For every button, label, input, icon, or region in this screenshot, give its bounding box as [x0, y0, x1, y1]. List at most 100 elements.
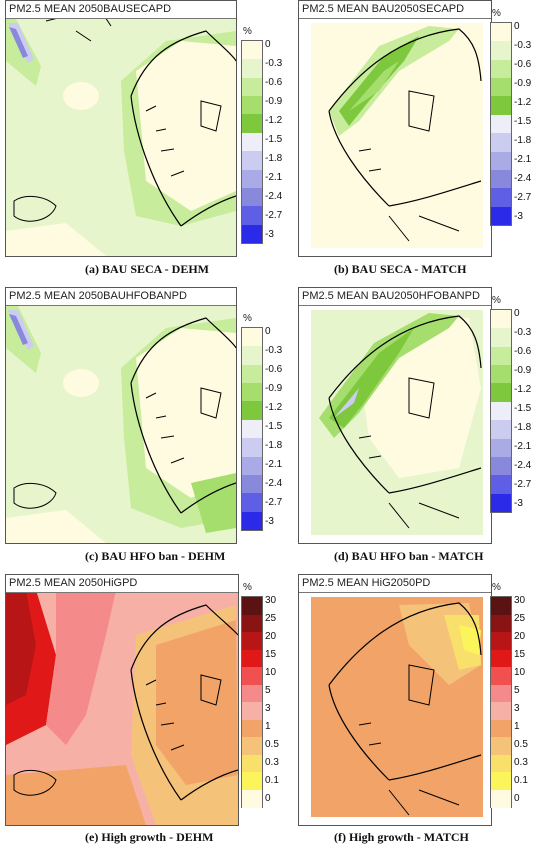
map-c: PM2.5 MEAN 2050BAUHFOBANPD [5, 287, 237, 544]
legend-swatch [491, 667, 511, 685]
panel-a: PM2.5 MEAN 2050BAUSECAPD % 0 -0.3 -0.6 -0.9 -… [5, 0, 282, 280]
legend-label: -3 [265, 516, 274, 527]
legend-swatch [491, 78, 511, 97]
legend-swatch [491, 438, 511, 458]
legend-label: -2.1 [514, 154, 532, 165]
legend-swatch [242, 649, 262, 668]
caption-a: (a) BAU SECA - DEHM [85, 262, 210, 276]
legend-label: -2.1 [265, 172, 283, 183]
panel-title: PM2.5 MEAN BAU2050SECAPD [299, 1, 491, 19]
legend-swatch [242, 114, 262, 134]
panel-e: PM2.5 MEAN 2050HiGPD % 30 25 20 15 10 5 3 1 0.5 0.… [5, 574, 279, 850]
legend-swatch [491, 475, 511, 495]
legend-swatch [242, 401, 262, 421]
legend-colorbar [241, 596, 263, 808]
map-a: PM2.5 MEAN 2050BAUSECAPD [5, 0, 237, 257]
panel-title: PM2.5 MEAN 2050BAUHFOBANPD [6, 288, 236, 306]
legend-unit: % [492, 8, 501, 19]
caption-d: (d) BAU HFO ban - MATCH [334, 549, 484, 563]
legend-swatch [242, 456, 262, 476]
legend-swatch [491, 597, 511, 615]
legend-swatch [242, 632, 262, 650]
legend-label: 20 [514, 631, 526, 642]
legend-swatch [242, 754, 262, 773]
legend-label: -3 [265, 229, 274, 240]
legend-swatch [242, 187, 262, 207]
legend-label: -1.2 [514, 97, 532, 108]
map-c-figure [6, 288, 236, 543]
map-f-figure [299, 575, 491, 825]
legend-swatch [491, 420, 511, 440]
legend-label: -2.4 [265, 191, 283, 202]
legend-swatch [491, 456, 511, 476]
legend-swatch [491, 206, 511, 226]
legend-label: 3 [514, 703, 520, 714]
legend-label: -1.8 [514, 135, 532, 146]
legend-swatch [242, 41, 262, 60]
legend-label: -1.8 [514, 422, 532, 433]
legend-swatch [491, 737, 511, 755]
legend-label: 3 [265, 703, 271, 714]
legend-swatch [491, 772, 511, 790]
panel-title: PM2.5 MEAN BAU2050HFOBANPD [299, 288, 491, 306]
legend-swatch [242, 77, 262, 97]
legend-label: -0.3 [265, 345, 283, 356]
legend-label: 0 [514, 308, 520, 319]
panel-b: PM2.5 MEAN BAU2050SECAPD % 0 -0.3 -0.6 -0.9 -… [298, 0, 541, 280]
legend-label: 25 [514, 613, 526, 624]
caption-e: (e) High growth - DEHM [85, 830, 214, 844]
legend-colorbar [490, 309, 512, 513]
legend-label: -0.6 [514, 346, 532, 357]
legend-unit: % [243, 26, 252, 37]
legend-label: 25 [265, 613, 277, 624]
legend-label: -0.9 [265, 96, 283, 107]
map-b: PM2.5 MEAN BAU2050SECAPD [298, 0, 492, 257]
legend-label: 1 [265, 721, 271, 732]
legend-swatch [491, 719, 511, 738]
legend-label: 20 [265, 631, 277, 642]
legend-label: -1.5 [514, 403, 532, 414]
legend-label: -3 [514, 498, 523, 509]
legend-swatch [242, 719, 262, 738]
map-e: PM2.5 MEAN 2050HiGPD [5, 574, 239, 826]
legend-label: 0.1 [265, 775, 279, 786]
legend-label: 0.3 [514, 757, 528, 768]
legend-label: -2.7 [514, 192, 532, 203]
legend-swatch [242, 224, 262, 244]
legend-swatch [242, 772, 262, 790]
legend-label: 0 [265, 793, 271, 804]
legend-swatch [491, 59, 511, 79]
legend-swatch [491, 365, 511, 384]
legend-label: -2.4 [265, 478, 283, 489]
legend-label: 0 [514, 793, 520, 804]
caption-b: (b) BAU SECA - MATCH [334, 262, 467, 276]
legend-unit: % [243, 313, 252, 324]
legend-label: -1.2 [265, 115, 283, 126]
legend-swatch [491, 383, 511, 403]
legend-swatch [242, 419, 262, 439]
panel-title: PM2.5 MEAN 2050HiGPD [6, 575, 238, 593]
legend-swatch [242, 364, 262, 384]
legend-label: -2.1 [265, 459, 283, 470]
legend-colorbar [241, 327, 263, 531]
map-d: PM2.5 MEAN BAU2050HFOBANPD [298, 287, 492, 544]
legend-label: -1.5 [514, 116, 532, 127]
legend-label: 10 [265, 667, 277, 678]
legend-label: 10 [514, 667, 526, 678]
legend-swatch [242, 667, 262, 685]
caption-c: (c) BAU HFO ban - DEHM [85, 549, 226, 563]
legend-swatch [491, 151, 511, 171]
legend-label: -1.2 [265, 402, 283, 413]
legend-swatch [491, 789, 511, 808]
legend-label: 0.1 [514, 775, 528, 786]
caption-f: (f) High growth - MATCH [334, 830, 469, 844]
panel-title: PM2.5 MEAN HiG2050PD [299, 575, 491, 593]
legend-colorbar [490, 22, 512, 226]
legend-swatch [242, 59, 262, 79]
legend-swatch [242, 346, 262, 366]
legend-swatch [242, 169, 262, 189]
legend-label: 0.5 [265, 739, 279, 750]
legend-label: 30 [265, 595, 277, 606]
legend-label: -0.6 [265, 364, 283, 375]
legend-swatch [242, 737, 262, 755]
